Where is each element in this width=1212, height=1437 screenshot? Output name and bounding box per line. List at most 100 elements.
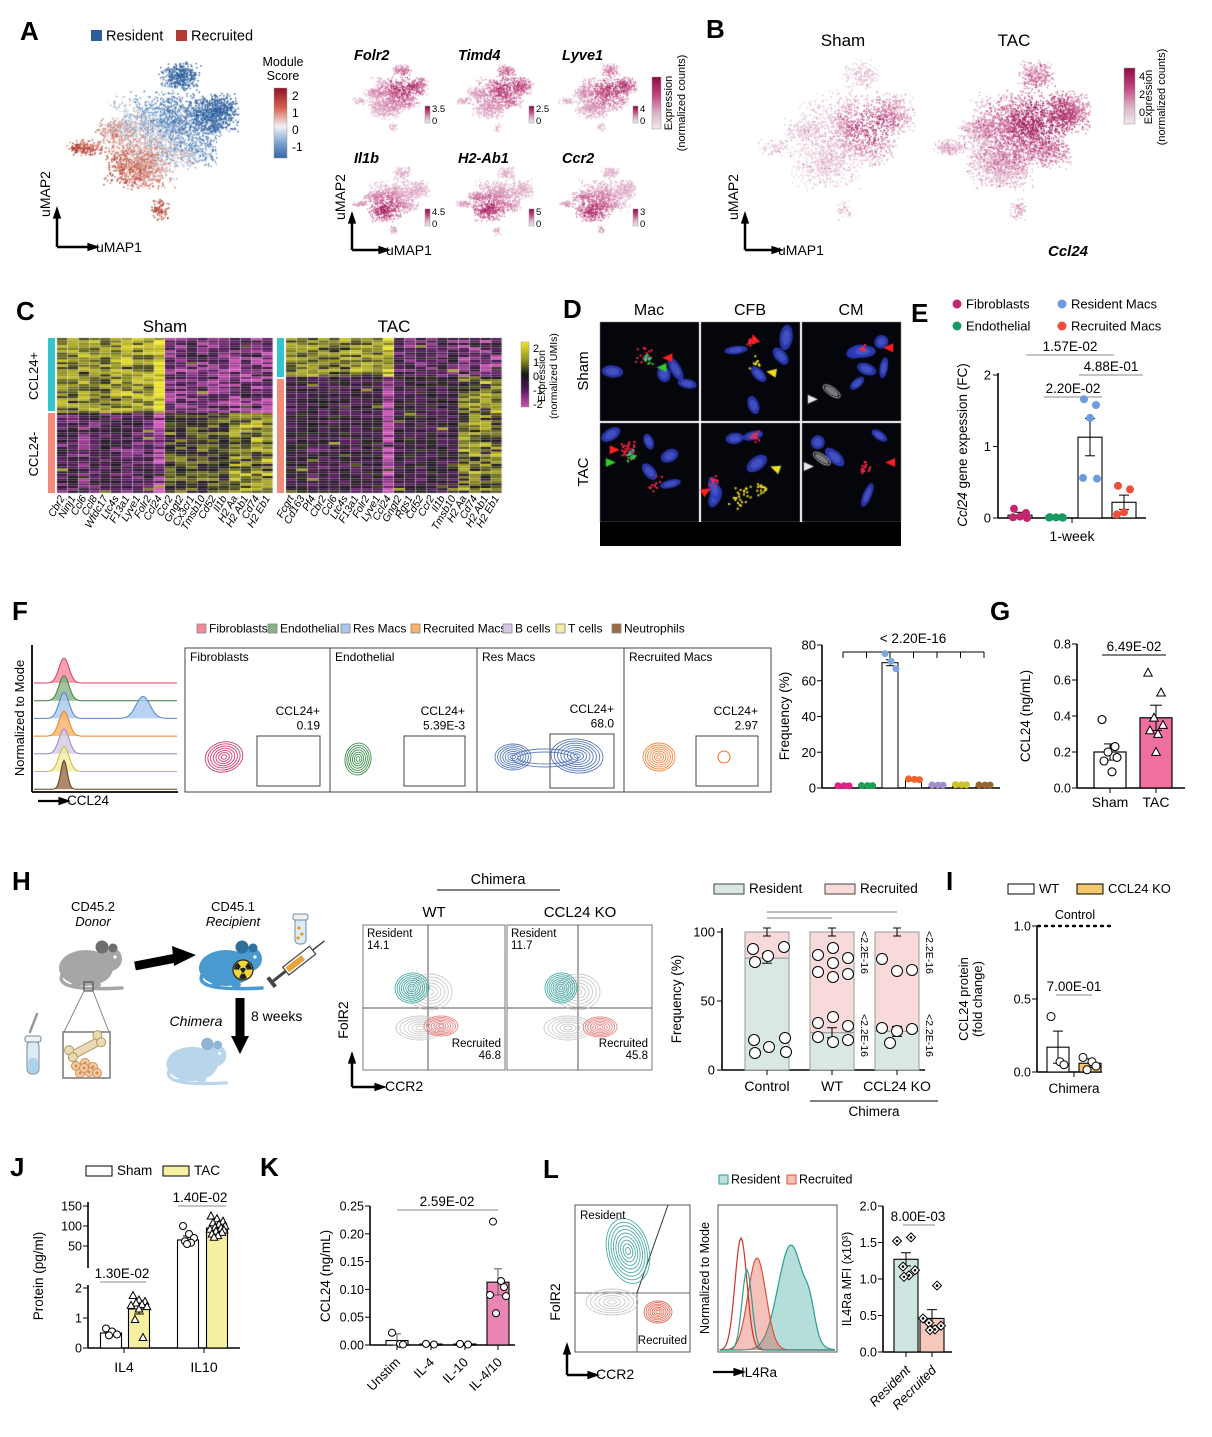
h-ko-rec-label: Recruited <box>599 1038 648 1050</box>
contour <box>502 749 524 765</box>
contour <box>651 750 667 764</box>
contour <box>560 744 594 768</box>
f-gate-label-1: CCL24+ <box>276 704 320 718</box>
f-gate-label-2: CCL24+ <box>421 704 465 718</box>
data-point <box>1099 756 1109 766</box>
data-point <box>840 782 848 790</box>
flow-panel-frame <box>623 647 772 793</box>
dot <box>74 1064 78 1068</box>
module-score-title-1: Module <box>263 55 304 69</box>
g-pvalue: 6.49E-02 <box>1107 639 1162 654</box>
y-tick: 0.6 <box>1054 674 1071 688</box>
legend-item-label: TAC <box>194 1163 220 1178</box>
h-flow-xaxis: CCR2 <box>385 1078 423 1094</box>
data-point <box>749 1047 761 1059</box>
data-point <box>934 781 942 789</box>
data-point <box>1023 514 1031 522</box>
contour <box>620 1239 636 1263</box>
gate-rect <box>403 735 466 787</box>
data-point <box>1126 485 1134 494</box>
data-point <box>842 1034 854 1046</box>
y-tick: 0 <box>809 781 816 796</box>
contour <box>589 1290 635 1314</box>
data-point <box>952 781 959 789</box>
data-point <box>489 1217 497 1226</box>
dot <box>82 1066 86 1070</box>
contour <box>653 1308 663 1316</box>
l-flow-recruited: Recruited <box>638 1335 687 1347</box>
data-point <box>399 1340 407 1349</box>
ellipse <box>231 982 241 988</box>
legend-item-label: Resident <box>106 29 163 45</box>
y-tick: 1.5 <box>860 1236 877 1250</box>
mini-colorbar-max: 4.5 <box>432 207 445 218</box>
data-point <box>827 942 839 954</box>
triangle-marker <box>1142 667 1154 677</box>
y-tick: 0.0 <box>1054 782 1071 796</box>
y-tick: 0.15 <box>340 1255 364 1269</box>
contour <box>563 1025 573 1031</box>
f-gate-value-4: 2.97 <box>735 719 759 733</box>
d-row-tac: TAC <box>575 457 592 486</box>
data-point <box>748 1034 760 1046</box>
mini-colorbar <box>528 105 535 124</box>
module-score-title-2: Score <box>267 69 300 83</box>
y-tick: 2 <box>75 1282 82 1296</box>
data-point <box>911 775 918 783</box>
bone-end <box>96 1037 107 1048</box>
y-tick: 50 <box>701 994 715 1009</box>
panel-h-label: H <box>12 866 31 896</box>
contour <box>582 1016 618 1038</box>
pipette-icon <box>28 1012 39 1034</box>
contour <box>557 742 597 770</box>
b-colorbar <box>1123 67 1136 125</box>
rotated-pvalue: <2.2E-16 <box>923 1014 935 1057</box>
ridge-curve <box>34 657 177 684</box>
legend-swatch <box>162 1165 190 1177</box>
triangle-marker <box>131 1297 141 1307</box>
colorbar-tick: 1 <box>292 106 299 120</box>
legend-swatch <box>85 1165 113 1177</box>
data-point <box>891 1025 903 1037</box>
mini-umap-gene-label: Timd4 <box>458 48 500 64</box>
y-tick: 20 <box>802 745 816 760</box>
bar <box>176 1239 200 1349</box>
mini-colorbar-min: 0 <box>640 116 645 127</box>
marker-label: Fcgr1 <box>668 527 705 542</box>
f-gate-title-2: Endothelial <box>335 650 394 664</box>
mini-colorbar <box>424 105 431 124</box>
bar <box>127 1308 151 1349</box>
legend-swatch <box>410 623 421 634</box>
stacked-bar-resident <box>874 1030 920 1071</box>
panel-d-label: D <box>563 294 582 324</box>
data-point <box>779 1032 791 1044</box>
y-tick: 100 <box>693 925 715 940</box>
rotated-pvalue: <2.2E-16 <box>858 1014 870 1057</box>
h-bar-ylabel: Frequency (%) <box>669 955 684 1044</box>
colorbar-tick: 2 <box>533 343 539 355</box>
y-tick: 0 <box>984 511 991 526</box>
dot <box>895 1239 899 1243</box>
ellipse <box>196 1077 207 1083</box>
data-point <box>1059 513 1067 522</box>
triangle-marker <box>217 1227 227 1236</box>
contour <box>607 1299 617 1305</box>
contour <box>612 1228 644 1274</box>
triangle-marker <box>206 1210 216 1220</box>
d-row-sham: Sham <box>575 351 592 390</box>
ridge-curve <box>34 691 177 719</box>
contour <box>643 1300 673 1324</box>
h-wt-rec-value: 46.8 <box>479 1050 501 1062</box>
data-point <box>812 1031 824 1043</box>
contour <box>497 745 529 769</box>
data-point <box>842 1020 854 1032</box>
contour <box>622 1243 634 1259</box>
h-flow-header: Chimera <box>471 872 527 888</box>
triangle-marker <box>1144 724 1156 735</box>
data-point <box>812 966 824 978</box>
hist-curve <box>720 1268 835 1351</box>
data-point <box>1103 747 1113 757</box>
y-tick: 2.0 <box>860 1200 877 1214</box>
mouse-ear <box>108 943 118 953</box>
